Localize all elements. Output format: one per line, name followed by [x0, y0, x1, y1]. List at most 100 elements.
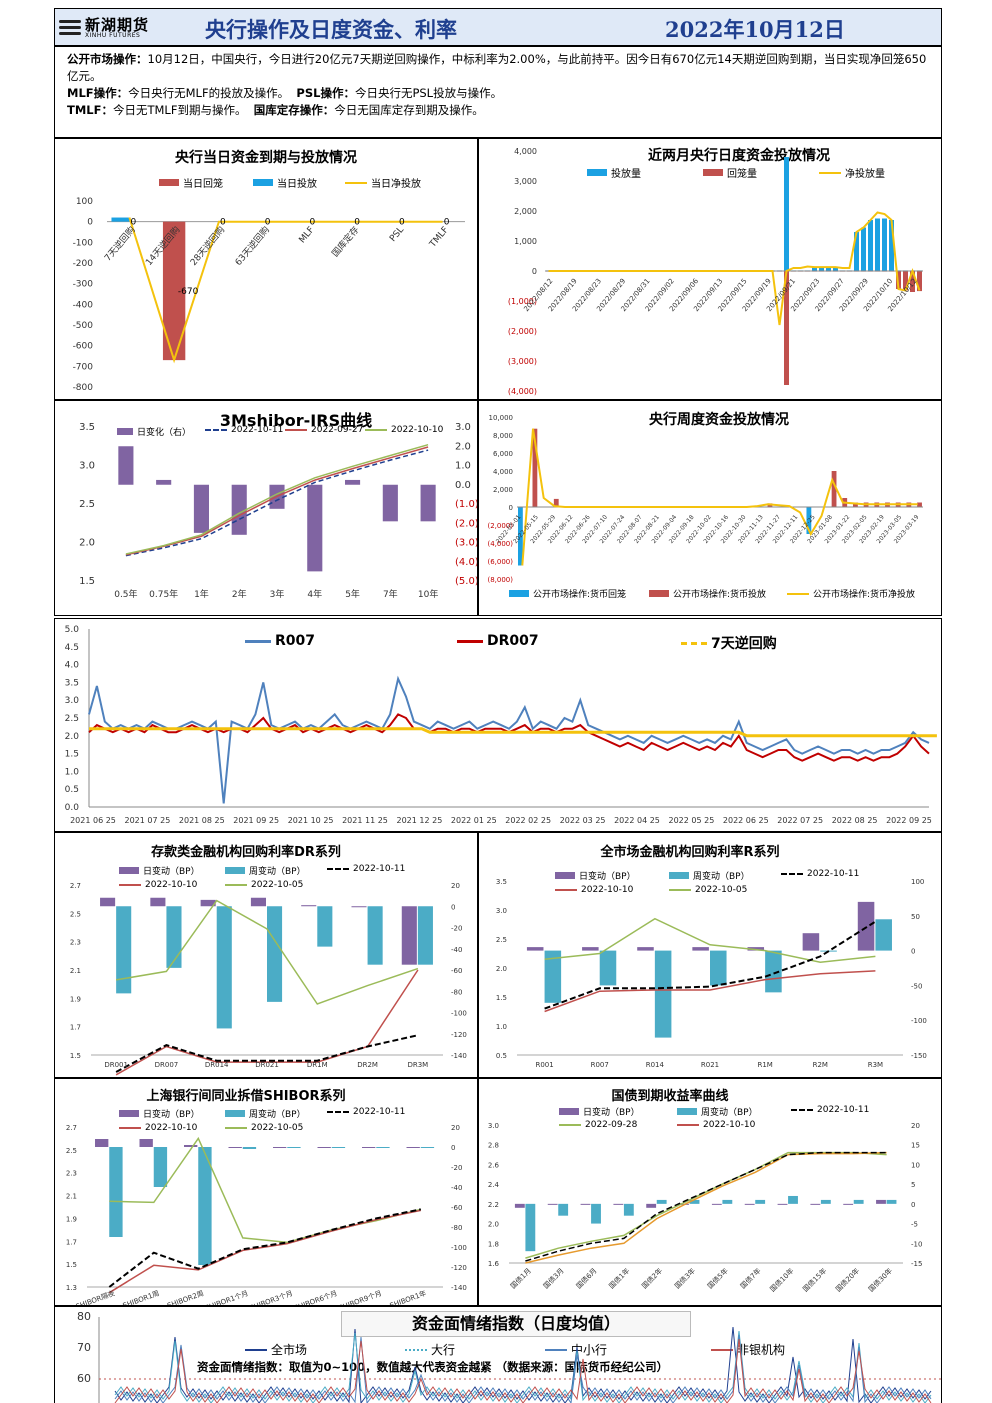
legend-label: 回笼量 — [727, 169, 757, 180]
bar-inject — [812, 266, 817, 271]
data-label: -670 — [178, 287, 199, 297]
bar-inject — [853, 502, 858, 507]
bar-inject — [784, 157, 789, 271]
legend-label: 2022-10-11 — [231, 425, 284, 435]
x-tick-label: 2022 02 25 — [505, 816, 551, 825]
bar-weekly — [875, 919, 892, 951]
bar-withdraw — [910, 271, 915, 292]
legend-label: 大行 — [431, 1343, 456, 1357]
legend-item: 日变化（右） — [117, 425, 191, 438]
bar-weekly — [654, 950, 672, 1038]
legend-label: 净投放量 — [845, 169, 885, 180]
chart-title: 国债到期收益率曲线 — [611, 1089, 729, 1104]
sentiment-line — [114, 1334, 932, 1403]
legend-label: 当日回笼 — [183, 179, 223, 190]
legend-swatch — [559, 1124, 581, 1126]
legend-label: 2022-09-27 — [311, 425, 364, 435]
legend-item: 周变动（BP） — [677, 1105, 758, 1118]
bar-withdraw — [806, 507, 812, 534]
y-tick-label-left: 3.5 — [79, 422, 95, 433]
legend-swatch — [669, 872, 689, 879]
legend-swatch — [327, 868, 349, 870]
y-tick-label-right: -150 — [911, 1052, 927, 1060]
legend-label: 2022-10-10 — [703, 1120, 756, 1130]
y-tick-label: 0 — [87, 218, 93, 228]
y-tick-label-right: 10 — [911, 1161, 920, 1169]
bar-daily — [406, 1147, 420, 1148]
x-tick-label: R001 — [535, 1061, 553, 1069]
legend-item: 当日回笼 — [159, 175, 223, 190]
bar-daily — [876, 1199, 886, 1204]
y-tick-label-right: 5 — [911, 1181, 915, 1189]
bar-daily — [613, 1203, 624, 1205]
legend-item: 2022-10-10 — [365, 425, 443, 435]
legend-item: 2022-10-05 — [669, 885, 747, 895]
legend-item: 投放量 — [587, 165, 641, 180]
legend-label: 2022-09-28 — [585, 1120, 638, 1130]
legend-label: 公开市场操作:货币回笼 — [533, 590, 627, 600]
legend-swatch — [819, 171, 841, 174]
legend-label: 公开市场操作:货币净投放 — [813, 590, 916, 600]
x-tick-label: R1M — [757, 1061, 772, 1069]
bar-daily — [317, 1147, 331, 1148]
report-header: 新湖期货 XINHU FUTURES 央行操作及日度资金、利率 2022年10月… — [54, 8, 942, 46]
bar-weekly — [722, 1199, 733, 1204]
chart-repo: R007 DR007 7天逆回购 5.0 4.5 4.0 3.5 3.0 2.5 2.0 1.… — [54, 618, 942, 832]
x-tick-label: 国债30年 — [866, 1266, 894, 1294]
x-tick-label: 2021 06 25 — [70, 816, 116, 825]
x-tick-label: 国债1月 — [508, 1266, 532, 1290]
legend-swatch — [225, 1110, 245, 1117]
x-tick-label: SHIBOR3个月 — [249, 1289, 294, 1306]
legend-item: 当日净投放 — [345, 175, 421, 190]
bar-daily — [100, 897, 116, 907]
chart-sentiment: 资金面情绪指数（日度均值） 全市场 大行 中小行 非银机构 资金面情绪指数：取值… — [54, 1306, 942, 1403]
chart-daily-ops: 央行当日资金到期与投放情况 当日回笼 当日投放 当日净投放 100 0 -100 -2… — [54, 138, 478, 400]
bar-weekly — [376, 1147, 390, 1148]
x-tick-label: SHIBOR隔夜 — [74, 1288, 115, 1306]
y-tick-label-right: 15 — [911, 1142, 920, 1150]
y-tick-label-left: 1.5 — [79, 576, 95, 587]
chart-note: 资金面情绪指数：取值为0~100，数值越大代表资金越紧 （数据来源：国际货币经纪… — [197, 1360, 669, 1374]
legend-swatch — [245, 639, 271, 643]
y-tick-label-left: 2.0 — [488, 1221, 499, 1229]
summary-box: 公开市场操作：10月12日，中国央行，今日进行20亿元7天期逆回购操作，中标利率… — [54, 46, 942, 138]
x-tick-label: 7年 — [383, 588, 398, 600]
y-tick-label-right: -100 — [451, 1010, 467, 1018]
y-tick-label: 1,000 — [514, 237, 537, 246]
y-tick-label: 3,000 — [514, 177, 537, 186]
chart-plot: 10,000 8,000 6,000 4,000 2,000 0 (2,000) (4,000… — [487, 414, 923, 584]
y-tick-label: 4.5 — [65, 643, 79, 653]
bar-daily — [637, 947, 654, 951]
legend-item: 周变动（BP） — [669, 869, 750, 882]
chart-plot: 2.7 2.5 2.3 2.1 1.9 1.7 1.5 1.3 20 0 -20 -40 -60 -80 -… — [66, 1124, 467, 1306]
x-tick-label: 2021 12 25 — [396, 816, 442, 825]
line-2022-10-10 — [544, 970, 876, 1013]
bar-weekly — [153, 1147, 168, 1187]
y-tick-label-right: -80 — [451, 1224, 462, 1232]
bar-withdraw — [784, 271, 789, 385]
bar-daily — [250, 897, 266, 907]
legend-item: 中小行 — [545, 1341, 607, 1358]
summary-line-1: 公开市场操作：10月12日，中国央行，今日进行20亿元7天期逆回购操作，中标利率… — [67, 51, 929, 85]
legend-label: 周变动（BP） — [249, 867, 306, 877]
y-tick-label-right: 2.0 — [455, 441, 471, 452]
y-tick-label-right: -20 — [451, 925, 462, 933]
legend-swatch — [787, 592, 809, 595]
bar-daily — [582, 947, 599, 951]
y-tick-label: (8,000) — [487, 576, 513, 584]
y-tick-label: 70 — [77, 1341, 91, 1354]
chart-plot: 3.5 3.0 2.5 2.0 1.5 1.0 0.5 100 50 0 -50 -100 -150 R0… — [496, 878, 927, 1069]
logo-name-en: XINHU FUTURES — [85, 31, 141, 39]
legend-label: 2022-10-05 — [695, 885, 748, 895]
legend-swatch — [225, 884, 247, 886]
y-tick-label-left: 1.3 — [66, 1284, 77, 1292]
legend-label: 2022-10-05 — [251, 1123, 304, 1133]
bar-weekly — [287, 1147, 301, 1148]
report-date: 2022年10月12日 — [665, 17, 845, 42]
bar-inject — [831, 471, 837, 507]
bar-daily-change — [307, 484, 323, 572]
bar-withdraw — [162, 221, 186, 361]
x-tick-label: 国库定存 — [329, 224, 361, 259]
x-tick-label: 2年 — [232, 588, 247, 600]
y-tick-label: 0 — [532, 267, 537, 276]
